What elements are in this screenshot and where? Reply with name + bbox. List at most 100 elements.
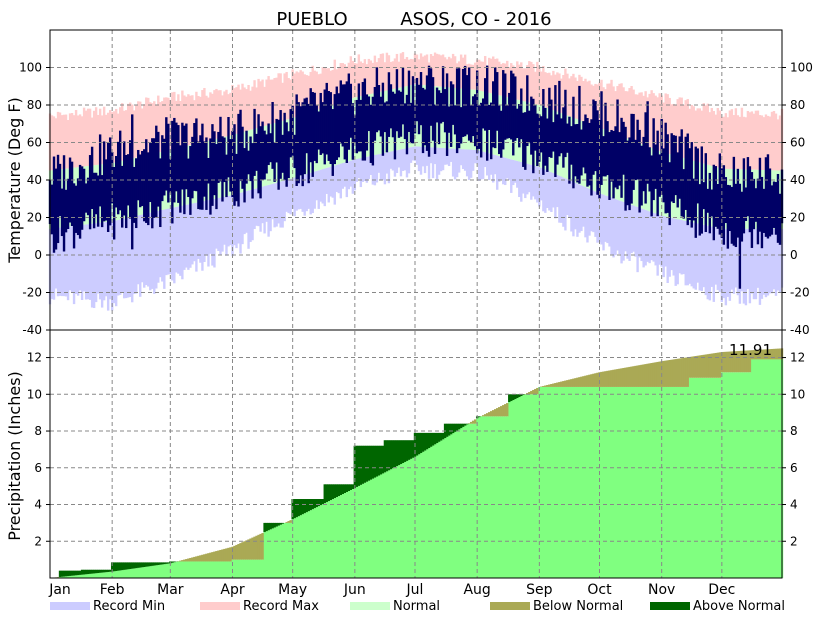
observed-temperature-bar <box>271 101 274 169</box>
record-max-bar <box>219 90 222 138</box>
record-min-bar <box>461 149 465 169</box>
record-max-bar <box>399 53 403 88</box>
record-min-bar <box>459 149 463 166</box>
observed-temperature-bar <box>187 158 190 198</box>
observed-temperature-bar <box>536 113 539 167</box>
record-min-bar <box>734 228 738 288</box>
observed-temperature-bar <box>700 146 703 234</box>
observed-temperature-bar <box>409 102 413 144</box>
record-min-bar <box>399 149 403 177</box>
below-normal-bar <box>560 381 563 387</box>
record-min-bar <box>473 149 477 164</box>
observed-temperature-bar <box>762 188 766 233</box>
above-normal-bar <box>96 569 100 574</box>
record-max-bar <box>143 104 146 156</box>
above-normal-bar <box>269 522 272 530</box>
record-max-bar <box>94 107 98 166</box>
month-axis: Jan Feb Mar Apr May Jun Jul Aug Sep Oct Nov Dec <box>48 582 735 598</box>
record-max-bar <box>82 107 86 167</box>
normal-precip-bar <box>706 377 709 578</box>
observed-temperature-bar <box>199 135 202 210</box>
record-min-bar <box>357 158 361 179</box>
observed-temperature-bar <box>445 73 449 156</box>
normal-precip-bar <box>163 564 166 578</box>
record-min-bar <box>347 161 351 190</box>
record-min-bar <box>393 150 397 177</box>
record-min-bar <box>177 206 180 274</box>
normal-precip-bar <box>574 386 577 578</box>
record-max-bar <box>518 64 521 101</box>
observed-temperature-bar <box>349 83 353 138</box>
below-normal-bar <box>498 407 501 417</box>
above-normal-bar <box>387 440 391 471</box>
record-max-bar <box>423 55 427 86</box>
record-min-bar <box>341 163 344 189</box>
record-min-bar <box>351 159 355 194</box>
legend-swatch <box>50 602 90 610</box>
record-min-bar <box>379 153 383 181</box>
month-label: Aug <box>463 582 490 598</box>
normal-precip-bar <box>644 386 647 578</box>
record-min-bar <box>640 208 643 262</box>
below-normal-bar <box>650 363 653 387</box>
observed-temperature-bar <box>439 92 443 124</box>
normal-precip-bar <box>371 478 375 578</box>
record-min-bar <box>271 183 274 220</box>
normal-precip-bar <box>670 386 673 578</box>
normal-precip-bar <box>467 423 471 578</box>
record-min-bar <box>700 224 703 292</box>
below-normal-bar <box>662 360 665 387</box>
observed-temperature-bar <box>141 150 144 207</box>
record-max-bar <box>712 110 716 167</box>
below-normal-bar <box>746 350 750 373</box>
record-min-bar <box>193 203 196 262</box>
record-max-bar <box>52 116 56 171</box>
record-min-bar <box>157 210 160 283</box>
above-normal-bar <box>367 445 371 481</box>
above-normal-bar <box>325 484 328 503</box>
record-max-bar <box>279 73 282 122</box>
above-normal-bar <box>363 445 367 483</box>
record-max-bar <box>221 95 224 138</box>
record-min-bar <box>550 172 553 212</box>
record-min-bar <box>762 228 766 295</box>
record-max-bar <box>694 110 697 162</box>
normal-precip-bar <box>608 386 611 578</box>
normal-precip-bar <box>726 372 730 578</box>
normal-precip-bar <box>287 522 290 578</box>
below-normal-bar <box>704 354 707 378</box>
record-max-bar <box>90 117 94 166</box>
record-min-bar <box>576 183 579 237</box>
observed-temperature-bar <box>638 129 641 213</box>
record-min-bar <box>377 154 381 173</box>
observed-temperature-bar <box>566 123 569 153</box>
record-max-bar <box>544 72 547 108</box>
record-max-bar <box>88 108 92 166</box>
observed-temperature-bar <box>417 84 421 135</box>
observed-temperature-bar <box>451 84 455 125</box>
record-max-bar <box>104 114 108 164</box>
normal-precip-bar <box>108 571 112 578</box>
below-normal-bar <box>738 350 742 373</box>
month-label: Jan <box>48 582 71 598</box>
observed-temperature-bar <box>560 118 563 154</box>
record-min-bar <box>624 202 627 252</box>
record-min-bar <box>181 205 184 280</box>
normal-precip-bar <box>118 570 122 578</box>
below-normal-bar <box>544 385 547 387</box>
record-min-bar <box>600 193 603 245</box>
normal-precip-bar <box>189 561 192 578</box>
record-min-bar <box>744 228 748 306</box>
below-normal-bar <box>748 350 752 373</box>
observed-temperature-bar <box>283 112 286 180</box>
record-max-bar <box>469 64 473 90</box>
record-max-bar <box>700 110 703 164</box>
normal-precip-bar <box>143 567 146 578</box>
record-min-bar <box>716 227 720 290</box>
record-min-bar <box>766 228 770 296</box>
normal-precip-bar <box>612 386 615 578</box>
record-max-bar <box>80 116 84 167</box>
record-max-bar <box>181 90 184 148</box>
below-normal-bar <box>722 351 726 373</box>
